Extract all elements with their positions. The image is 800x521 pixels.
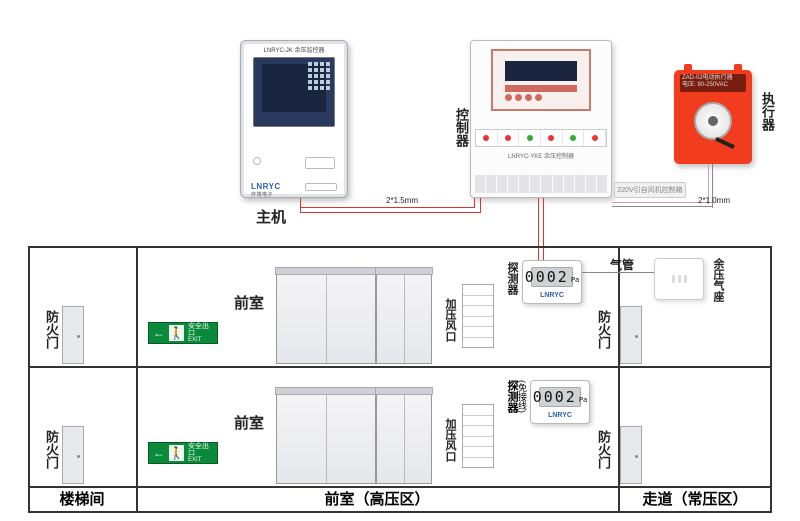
wire-spec-1: 2*1.5mm xyxy=(386,196,418,205)
wire-ctrl-act-a xyxy=(612,202,708,203)
fire-door-label-l-right: 防火门 xyxy=(594,430,613,469)
exit-sign-upper: ← 🚶 安全出口 EXIT xyxy=(148,322,218,344)
pressure-seat-label: 余压气座 xyxy=(710,258,726,302)
exit-sign-lower: ← 🚶 安全出口 EXIT xyxy=(148,442,218,464)
controller-label: 控制器 xyxy=(452,108,471,147)
exit-text-cn: 安全出口 xyxy=(188,323,213,337)
vent-label-l: 加压风口 xyxy=(442,418,458,462)
detector-label-u: 探测器 xyxy=(504,262,520,295)
host-slot xyxy=(305,157,335,169)
host-logo: LNRYC xyxy=(251,182,281,191)
floor-line-mid xyxy=(28,366,772,368)
wire-host-ctrl-b2 xyxy=(480,198,481,213)
host-tag xyxy=(305,183,337,191)
host-label: 主机 xyxy=(256,206,286,227)
fire-door-u-left xyxy=(62,306,84,364)
pressure-seat xyxy=(654,258,704,300)
host-led xyxy=(253,157,261,165)
host-screen xyxy=(253,57,335,127)
controller-mini-screen xyxy=(491,49,591,111)
tube-label: 气管 xyxy=(610,256,634,273)
vent-label-u: 加压风口 xyxy=(442,298,458,342)
host-device: LNRYC-JK 余压监控器 LNRYC 环境电子 xyxy=(240,40,348,198)
actuator-spec: 电压: 90-250VAC xyxy=(682,82,728,88)
fire-door-u-right xyxy=(620,306,642,364)
wire-spec-2: 2*1.0mm xyxy=(698,196,730,205)
elevator-l1 xyxy=(276,392,376,484)
exit-text-en: EXIT xyxy=(188,337,213,343)
exit-text-en-l: EXIT xyxy=(188,457,213,463)
wire-ctrl-act-b xyxy=(612,206,712,207)
host-model: LNRYC-JK 余压监控器 xyxy=(241,45,347,54)
exit-arrow-icon-l: ← xyxy=(153,446,165,460)
ext-power-box: 220V引自风机控制箱 xyxy=(614,182,686,198)
detector-u-unit: Pa xyxy=(571,276,579,284)
actuator-hub xyxy=(694,102,732,140)
exit-person-icon: 🚶 xyxy=(169,325,184,341)
wire-host-ctrl-b xyxy=(300,212,480,213)
exit-person-icon-l: 🚶 xyxy=(169,445,184,461)
anteroom-label-l: 前室 xyxy=(234,412,264,433)
exit-arrow-icon: ← xyxy=(153,326,165,340)
actuator-device: ZAD-02电动执行器 电压: 90-250VAC xyxy=(674,70,752,164)
detector-label-l-sub: (免接线) xyxy=(516,380,529,413)
host-sublogo: 环境电子 xyxy=(251,191,273,198)
fire-door-label-u-left: 防火门 xyxy=(42,310,61,349)
detector-u-val: 0002 xyxy=(525,268,569,286)
wire-host-ctrl-a xyxy=(300,207,474,208)
vent-panel-u xyxy=(462,284,494,348)
fire-door-l-left xyxy=(62,426,84,484)
zone-corridor: 走道（常压区） xyxy=(618,488,772,509)
fire-door-label-u-right: 防火门 xyxy=(594,310,613,349)
diagram-stage: LNRYC-JK 余压监控器 LNRYC 环境电子 主机 LNRYC-YKE 余… xyxy=(0,0,800,521)
controller-device: LNRYC-YKE 余压控制器 xyxy=(470,40,612,198)
detector-upper: 0002Pa LNRYC xyxy=(522,260,582,304)
elevator-u2 xyxy=(376,272,432,364)
exit-text-cn-l: 安全出口 xyxy=(188,443,213,457)
controller-terminals xyxy=(475,175,607,193)
vent-panel-l xyxy=(462,404,494,468)
detector-l-logo: LNRYC xyxy=(531,412,589,419)
actuator-plate: ZAD-02电动执行器 电压: 90-250VAC xyxy=(680,74,746,92)
anteroom-label-u: 前室 xyxy=(234,292,264,313)
elevator-l2 xyxy=(376,392,432,484)
controller-led-strip xyxy=(475,129,607,147)
fire-door-l-right xyxy=(620,426,642,484)
wire-host-down xyxy=(300,198,301,212)
actuator-lever xyxy=(715,137,735,149)
zone-anteroom: 前室（高压区） xyxy=(136,488,618,509)
wire-host-ctrl-a2 xyxy=(474,198,475,208)
detector-u-logo: LNRYC xyxy=(523,292,581,299)
zone-stairwell: 楼梯间 xyxy=(28,488,136,509)
elevator-u1 xyxy=(276,272,376,364)
detector-l-unit: Pa xyxy=(579,396,587,404)
part-stair-ante xyxy=(136,246,138,513)
controller-strip-label: LNRYC-YKE 余压控制器 xyxy=(471,151,611,160)
actuator-model: ZAD-02电动执行器 xyxy=(682,75,733,81)
detector-lower: 0002Pa LNRYC xyxy=(530,380,590,424)
actuator-label: 执行器 xyxy=(758,92,777,131)
detector-l-val: 0002 xyxy=(533,388,577,406)
fire-door-label-l-left: 防火门 xyxy=(42,430,61,469)
